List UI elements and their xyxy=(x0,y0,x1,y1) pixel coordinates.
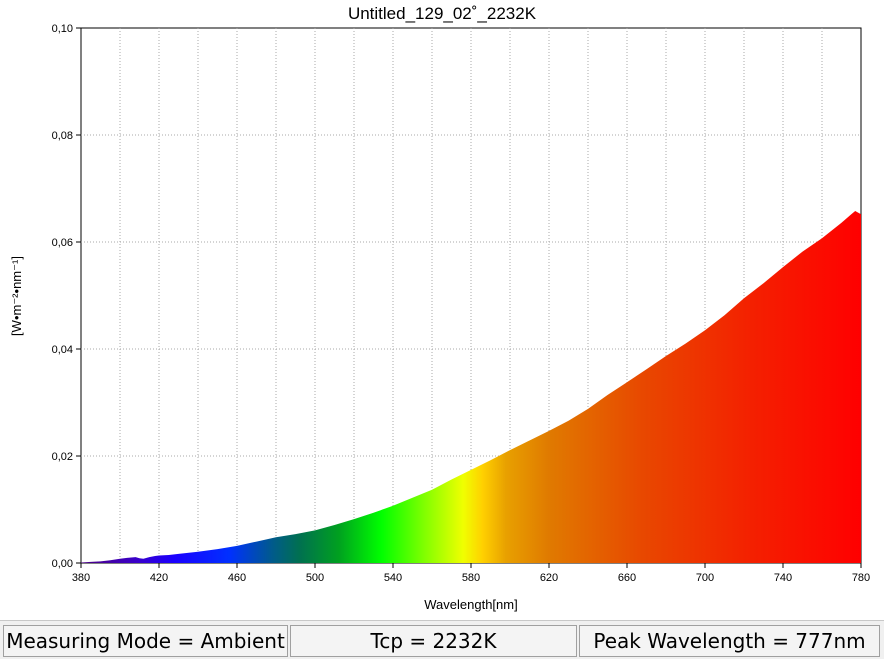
y-tick-label: 0,02 xyxy=(52,451,73,463)
y-tick-label: 0,10 xyxy=(52,23,73,35)
y-tick-label: 0,00 xyxy=(52,558,73,570)
x-tick-label: 620 xyxy=(540,572,558,584)
spectrum-chart: Untitled_129_02˚_2232K 380 420 460 500 540 58… xyxy=(9,4,870,612)
x-tick-label: 420 xyxy=(150,572,168,584)
x-tick-label: 780 xyxy=(852,572,870,584)
measuring-mode-status: Measuring Mode = Ambient xyxy=(3,625,288,657)
x-tick-label: 540 xyxy=(384,572,402,584)
y-tick-label: 0,06 xyxy=(52,237,73,249)
x-tick-label: 580 xyxy=(462,572,480,584)
y-axis-label: [W•m⁻²•nm⁻¹] xyxy=(9,256,24,336)
x-tick-label: 500 xyxy=(306,572,324,584)
x-axis-label: Wavelength[nm] xyxy=(424,597,517,612)
spectrum-area xyxy=(81,211,861,563)
x-axis-ticks: 380 420 460 500 540 580 620 660 700 740 780 xyxy=(72,563,870,584)
x-tick-label: 740 xyxy=(774,572,792,584)
chart-title: Untitled_129_02˚_2232K xyxy=(348,4,537,23)
x-tick-label: 700 xyxy=(696,572,714,584)
y-tick-label: 0,08 xyxy=(52,130,73,142)
x-tick-label: 460 xyxy=(228,572,246,584)
y-tick-label: 0,04 xyxy=(52,344,73,356)
peak-wavelength-status: Peak Wavelength = 777nm xyxy=(579,625,880,657)
tcp-status: Tcp = 2232K xyxy=(290,625,577,657)
x-tick-label: 380 xyxy=(72,572,90,584)
x-tick-label: 660 xyxy=(618,572,636,584)
status-bar: Measuring Mode = Ambient Tcp = 2232K Pea… xyxy=(0,620,884,659)
y-axis-ticks: 0,00 0,02 0,04 0,06 0,08 0,10 xyxy=(52,23,81,570)
